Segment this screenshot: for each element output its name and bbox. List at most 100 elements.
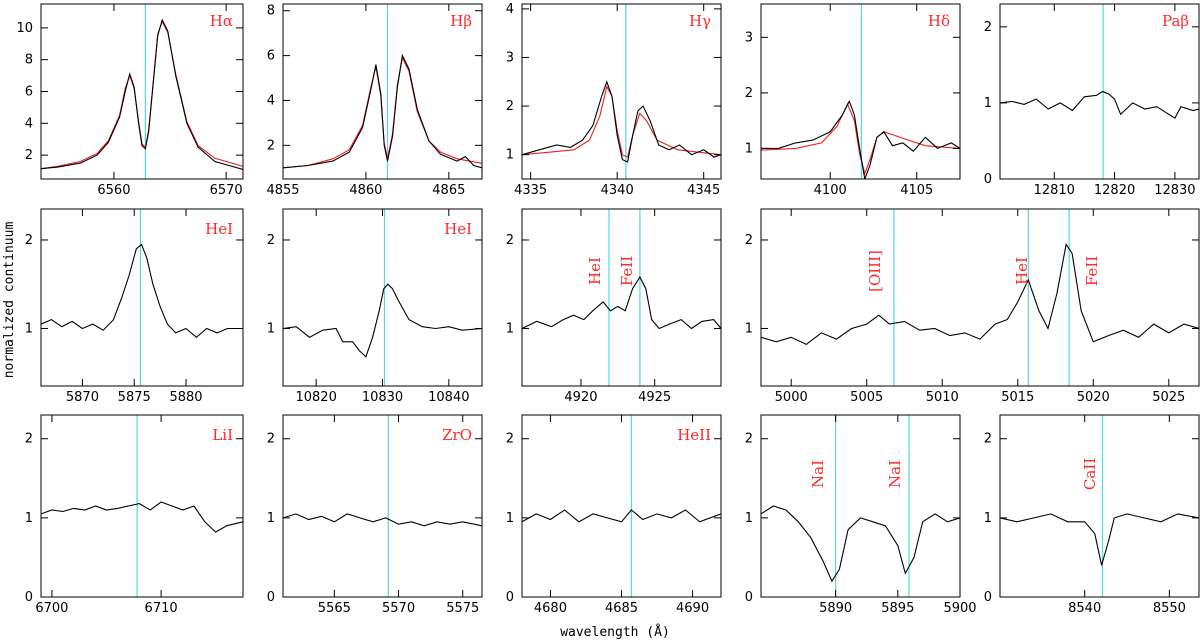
observed-spectrum-zro	[283, 513, 482, 527]
x-tick-label: 6560	[97, 183, 130, 198]
x-tick-label: 5010	[926, 390, 959, 405]
x-tick-label: 5890	[819, 601, 852, 616]
observed-spectrum-heii	[522, 509, 721, 523]
y-tick-label: 10	[16, 21, 33, 36]
panel-nai: 5890 5895 5900 0 1 2 NaI NaI	[745, 414, 977, 616]
line-label-hgamma-0: Hγ	[689, 12, 711, 30]
panel-frame-pabeta	[999, 3, 1200, 180]
x-tick-label: 4855	[266, 183, 299, 198]
panel-hei10830: 10820 10830 10840 1 2 HeI	[267, 208, 483, 405]
y-tick-label: 1	[506, 511, 514, 526]
panel-frame-hei5876	[40, 208, 244, 387]
x-tick-label: 5870	[66, 390, 99, 405]
y-tick-label: 4	[25, 116, 33, 131]
panel-frame-hbeta	[282, 3, 483, 180]
panel-frame-hei4922	[521, 208, 722, 387]
x-tick-label: 5900	[943, 601, 976, 616]
panel-heii: 4680 4685 4690 0 1 2 HeII	[506, 414, 722, 616]
x-tick-label: 4100	[814, 183, 847, 198]
panel-hei4922: 4920 4925 1 2 HeI FeII	[506, 208, 722, 405]
panel-frame-caii	[999, 414, 1200, 598]
line-label-heii-0: HeII	[677, 426, 711, 444]
line-label-hbeta-0: Hβ	[450, 12, 472, 30]
x-tick-label: 5575	[446, 601, 479, 616]
line-label-caii-0: CaII	[1081, 458, 1099, 490]
x-tick-label: 4105	[900, 183, 933, 198]
y-tick-label: 2	[506, 432, 514, 447]
x-tick-label: 10820	[295, 390, 336, 405]
model-spectrum-hgamma	[522, 85, 721, 158]
line-label-oiii-2: FeII	[1083, 256, 1101, 286]
x-tick-label: 4340	[601, 183, 634, 198]
line-label-zro-0: ZrO	[442, 426, 472, 444]
panel-pabeta: 12810 12820 12830 0 1 2 Paβ	[984, 3, 1200, 198]
x-tick-label: 5565	[318, 601, 351, 616]
x-tick-label: 12810	[1034, 183, 1075, 198]
y-tick-label: 2	[267, 233, 275, 248]
x-tick-label: 6570	[210, 183, 243, 198]
observed-spectrum-hei10830	[283, 283, 482, 358]
y-tick-label: 1	[25, 511, 33, 526]
panel-frame-hgamma	[521, 3, 722, 180]
y-tick-label: 2	[25, 233, 33, 248]
panel-hgamma: 4335 4340 4345 1 2 3 4 Hγ	[506, 2, 722, 198]
y-tick-label: 2	[25, 432, 33, 447]
panel-hdelta: 4100 4105 1 2 3 Hδ	[745, 3, 961, 198]
x-tick-label: 10840	[428, 390, 469, 405]
x-axis-label: wavelength (Å)	[560, 624, 670, 640]
x-tick-label: 5880	[169, 390, 202, 405]
y-tick-label: 0	[267, 590, 275, 605]
panel-zro: 5565 5570 5575 0 1 2 ZrO	[267, 414, 483, 616]
panel-frame-halpha	[40, 3, 244, 180]
y-tick-label: 2	[506, 99, 514, 114]
line-label-hei10830-0: HeI	[444, 220, 472, 238]
x-tick-label: 5025	[1152, 390, 1185, 405]
y-tick-label: 8	[25, 53, 33, 68]
y-tick-label: 2	[745, 86, 753, 101]
y-tick-label: 0	[984, 590, 992, 605]
y-tick-label: 4	[267, 93, 275, 108]
x-tick-label: 8550	[1153, 601, 1186, 616]
y-tick-label: 2	[267, 138, 275, 153]
y-tick-label: 6	[267, 49, 275, 64]
observed-spectrum-hbeta	[283, 53, 482, 169]
observed-spectrum-pabeta	[1000, 90, 1199, 119]
line-label-halpha-0: Hα	[210, 12, 233, 30]
y-tick-label: 8	[267, 4, 275, 19]
line-label-oiii-0: [OIII]	[866, 250, 884, 292]
x-tick-label: 4860	[349, 183, 382, 198]
y-tick-label: 3	[745, 30, 753, 45]
line-label-hei4922-0: HeI	[586, 257, 604, 285]
y-tick-label: 2	[984, 20, 992, 35]
observed-spectrum-hdelta	[761, 99, 960, 179]
y-tick-label: 1	[745, 511, 753, 526]
y-tick-label: 2	[267, 432, 275, 447]
y-tick-label: 1	[745, 141, 753, 156]
y-tick-label: 0	[745, 590, 753, 605]
line-label-hei4922-1: FeII	[618, 256, 636, 286]
line-label-lii-0: LiI	[212, 426, 233, 444]
y-tick-label: 1	[267, 511, 275, 526]
x-tick-label: 10830	[362, 390, 403, 405]
y-tick-label: 1	[984, 511, 992, 526]
panel-halpha: 6560 6570 2 4 6 8 10 Hα	[16, 3, 244, 198]
x-tick-label: 12830	[1154, 183, 1195, 198]
y-axis-label: normalized continuum	[2, 222, 17, 379]
observed-spectrum-hgamma	[522, 80, 721, 163]
x-tick-label: 5895	[881, 601, 914, 616]
y-tick-label: 0	[984, 172, 992, 187]
panel-frame-lii	[40, 414, 244, 598]
observed-spectrum-lii	[41, 501, 243, 533]
y-tick-label: 0	[506, 590, 514, 605]
x-tick-label: 4680	[534, 601, 567, 616]
y-tick-label: 1	[745, 321, 753, 336]
line-label-nai-0: NaI	[809, 460, 827, 488]
x-tick-label: 5000	[775, 390, 808, 405]
x-tick-label: 4690	[676, 601, 709, 616]
y-tick-label: 1	[267, 321, 275, 336]
y-tick-label: 1	[25, 321, 33, 336]
panel-frame-oiii	[760, 208, 1200, 387]
y-tick-label: 2	[506, 233, 514, 248]
line-label-hdelta-0: Hδ	[928, 12, 950, 30]
x-tick-label: 5020	[1077, 390, 1110, 405]
